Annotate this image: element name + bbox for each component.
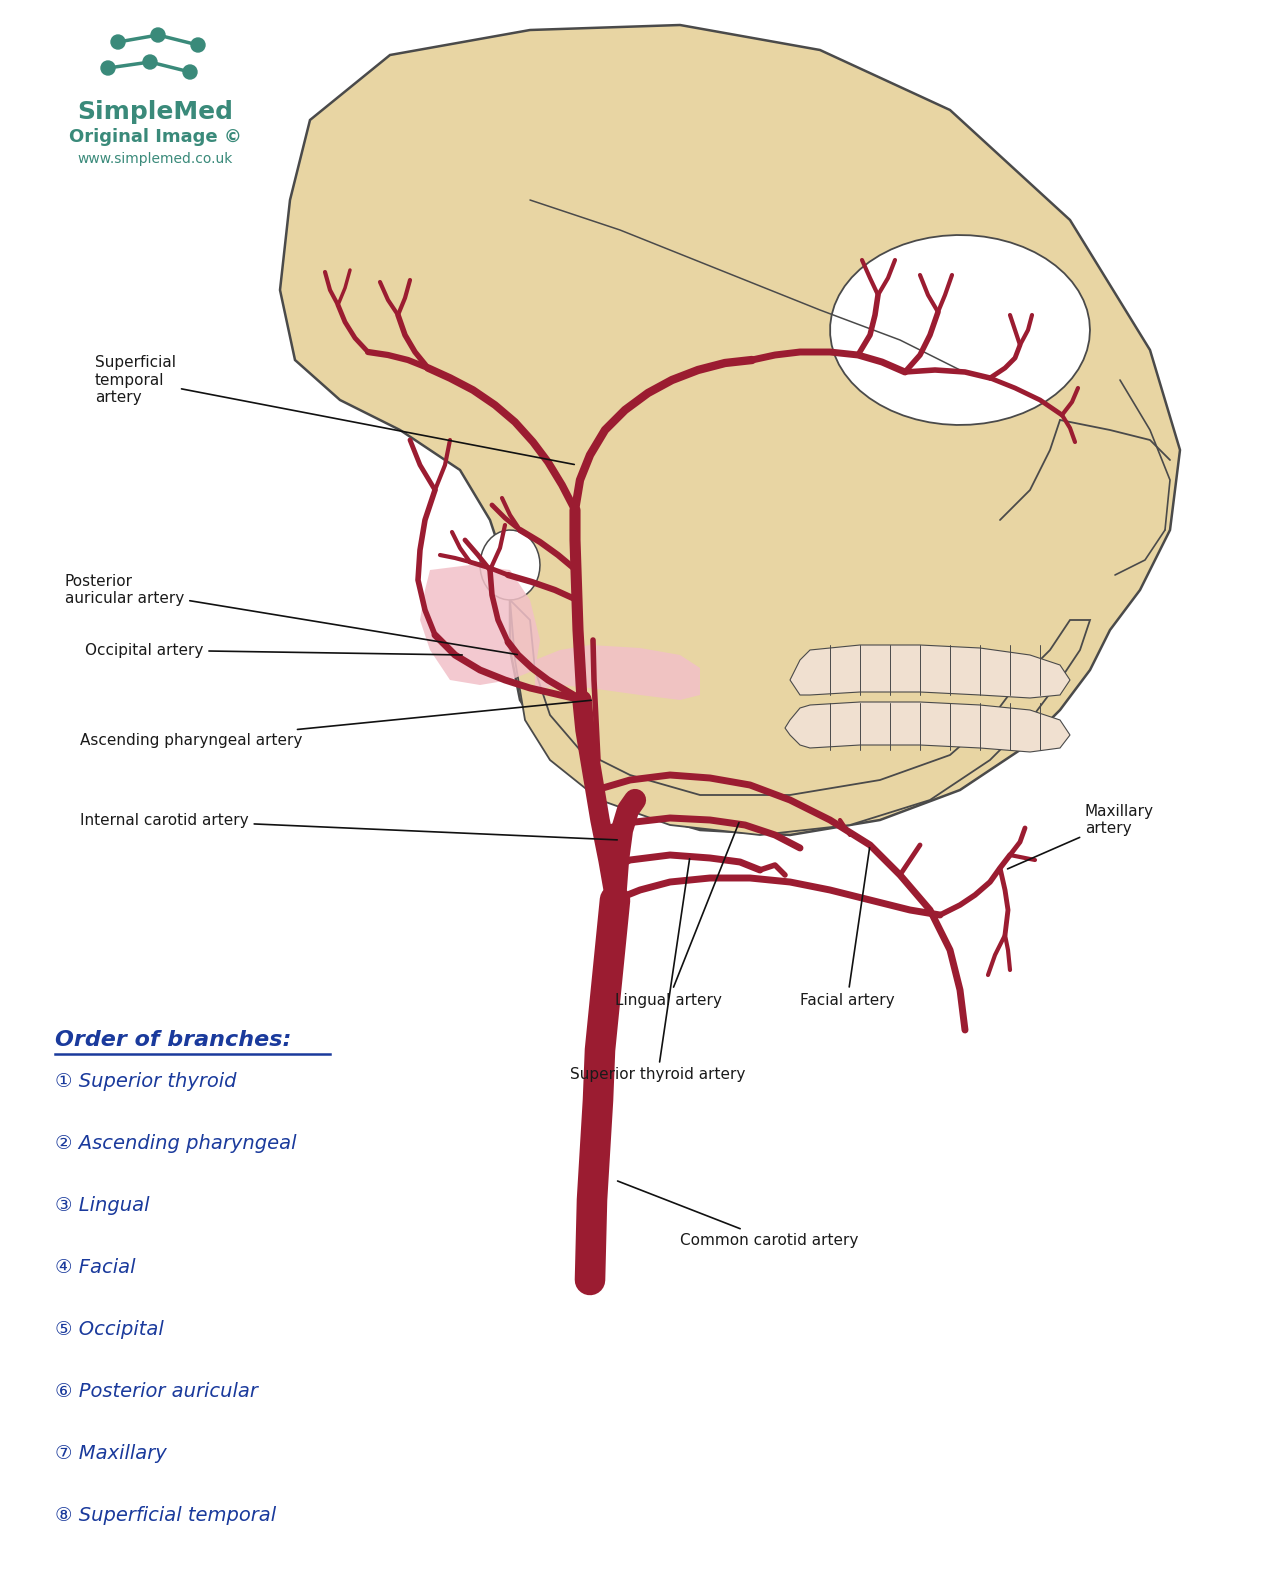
Polygon shape bbox=[279, 25, 1180, 835]
Text: ③ Lingual: ③ Lingual bbox=[55, 1196, 149, 1214]
Text: Superficial
temporal
artery: Superficial temporal artery bbox=[95, 355, 574, 464]
Circle shape bbox=[111, 35, 125, 49]
Circle shape bbox=[151, 28, 165, 42]
Text: ⑤ Occipital: ⑤ Occipital bbox=[55, 1320, 164, 1338]
Polygon shape bbox=[510, 599, 1090, 835]
Text: ⑧ Superficial temporal: ⑧ Superficial temporal bbox=[55, 1506, 276, 1525]
Text: Facial artery: Facial artery bbox=[800, 847, 895, 1007]
Text: Superior thyroid artery: Superior thyroid artery bbox=[571, 858, 746, 1083]
Text: ⑦ Maxillary: ⑦ Maxillary bbox=[55, 1443, 166, 1462]
Polygon shape bbox=[790, 645, 1070, 698]
Circle shape bbox=[191, 38, 205, 52]
Text: SimpleMed: SimpleMed bbox=[77, 100, 233, 124]
Text: Lingual artery: Lingual artery bbox=[614, 822, 739, 1007]
Text: Original Image ©: Original Image © bbox=[68, 129, 241, 146]
Text: Occipital artery: Occipital artery bbox=[85, 642, 462, 657]
Polygon shape bbox=[831, 235, 1090, 425]
Text: Internal carotid artery: Internal carotid artery bbox=[80, 813, 617, 839]
Text: Ascending pharyngeal artery: Ascending pharyngeal artery bbox=[80, 700, 591, 747]
Text: Maxillary
artery: Maxillary artery bbox=[1007, 803, 1154, 869]
Text: ④ Facial: ④ Facial bbox=[55, 1258, 135, 1277]
Text: Order of branches:: Order of branches: bbox=[55, 1029, 291, 1050]
Polygon shape bbox=[420, 565, 540, 686]
Polygon shape bbox=[535, 645, 699, 700]
Text: ② Ascending pharyngeal: ② Ascending pharyngeal bbox=[55, 1134, 296, 1153]
Text: Common carotid artery: Common carotid artery bbox=[617, 1181, 858, 1247]
Polygon shape bbox=[784, 701, 1070, 752]
Circle shape bbox=[100, 61, 115, 75]
Text: ⑥ Posterior auricular: ⑥ Posterior auricular bbox=[55, 1382, 258, 1401]
Circle shape bbox=[183, 64, 197, 78]
Text: ① Superior thyroid: ① Superior thyroid bbox=[55, 1072, 237, 1090]
Text: Posterior
auricular artery: Posterior auricular artery bbox=[64, 574, 518, 654]
Polygon shape bbox=[480, 530, 540, 599]
Circle shape bbox=[143, 55, 157, 69]
Text: www.simplemed.co.uk: www.simplemed.co.uk bbox=[77, 152, 233, 166]
